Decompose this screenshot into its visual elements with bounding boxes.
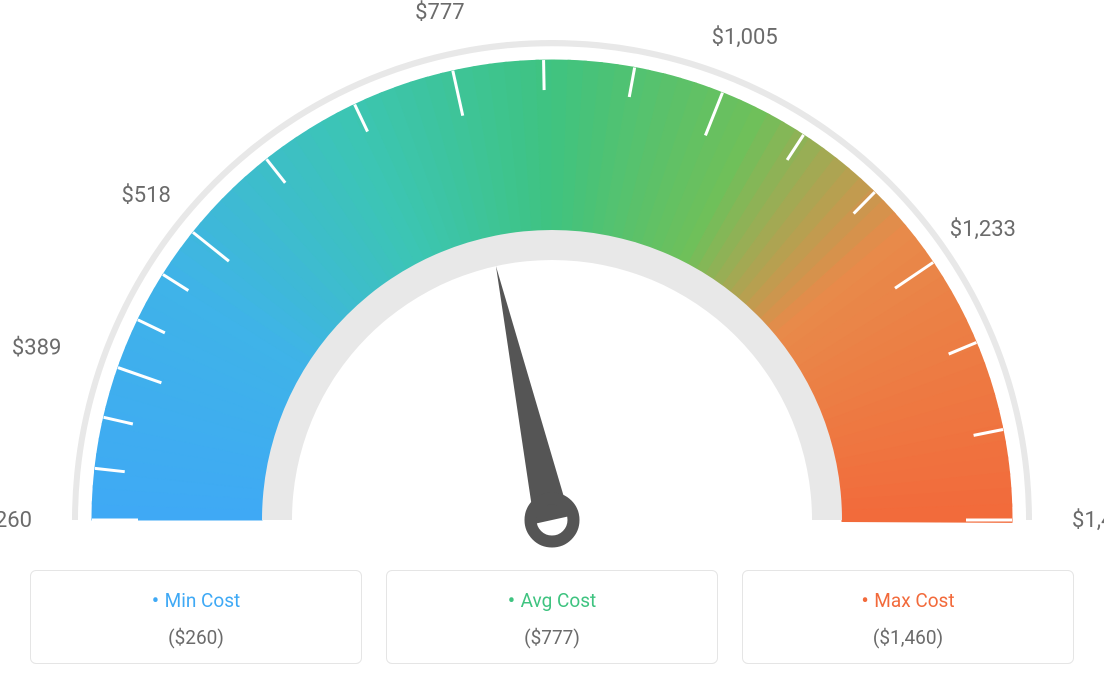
legend-card-max: Max Cost ($1,460) <box>742 570 1074 664</box>
tick-label: $1,233 <box>950 217 1016 242</box>
tick-label: $518 <box>121 183 170 208</box>
tick-label: $1,460 <box>1072 508 1104 533</box>
gauge-chart: $260 $389 $518 $777 $1,005 $1,233 $1,460 <box>0 0 1104 560</box>
tick-label: $389 <box>12 336 61 361</box>
legend-value-min: ($260) <box>43 626 349 649</box>
legend-card-min: Min Cost ($260) <box>30 570 362 664</box>
color-arc <box>92 60 1012 522</box>
tick-label: $260 <box>0 508 32 533</box>
gauge-svg: $260 $389 $518 $777 $1,005 $1,233 $1,460 <box>0 0 1104 560</box>
tick-label: $1,005 <box>712 25 778 50</box>
tick-label: $777 <box>415 0 464 25</box>
legend-card-avg: Avg Cost ($777) <box>386 570 718 664</box>
legend-label-avg: Avg Cost <box>399 589 705 614</box>
legend-value-max: ($1,460) <box>755 626 1061 649</box>
legend-label-max: Max Cost <box>755 589 1061 614</box>
legend-value-avg: ($777) <box>399 626 705 649</box>
legend-row: Min Cost ($260) Avg Cost ($777) Max Cost… <box>0 570 1104 664</box>
needle <box>496 266 570 524</box>
legend-label-min: Min Cost <box>43 589 349 614</box>
